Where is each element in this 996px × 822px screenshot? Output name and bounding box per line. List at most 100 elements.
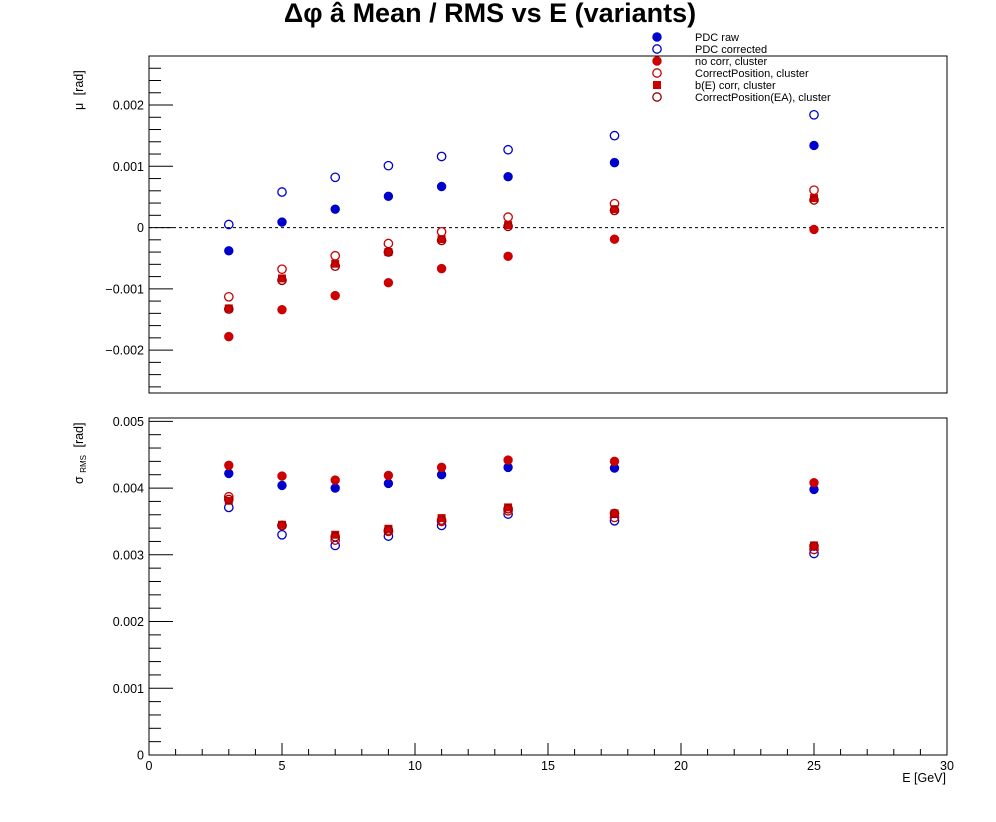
data-point (330, 475, 340, 485)
data-point (437, 235, 446, 244)
data-point (277, 264, 287, 275)
data-point (610, 205, 619, 214)
bottom-axis-ticks: 0 0.001 0.002 0.003 0.004 0.005 0 5 10 15 20 25 30 (113, 415, 954, 773)
bottom-y-axis-symbol: σ (72, 476, 86, 484)
data-point (503, 221, 513, 232)
bottom-y-tick-label: 0.004 (113, 482, 144, 496)
bottom-y-tick-label: 0.005 (113, 415, 144, 429)
svg-text:σ RMS [rad]: σ RMS [rad] (72, 423, 89, 484)
data-point (809, 195, 819, 205)
top-y-axis-symbol: μ (72, 103, 86, 110)
data-point (809, 478, 819, 488)
data-point (436, 151, 447, 162)
legend-label: PDC corrected (695, 44, 767, 56)
bottom-y-tick-label: 0.002 (113, 615, 144, 629)
data-point (436, 263, 447, 274)
legend-marker (653, 81, 661, 89)
data-point (383, 470, 394, 481)
data-point (330, 483, 340, 493)
legend-entry: CorrectPosition, cluster (652, 68, 809, 80)
data-point (384, 524, 393, 533)
data-point (609, 234, 620, 244)
bottom-y-axis-unit: [rad] (72, 423, 86, 448)
x-tick-label: 15 (541, 759, 555, 773)
data-point (277, 217, 287, 227)
top-y-ticks: −0.002 −0.001 0 0.001 0.002 (105, 55, 173, 388)
data-point (330, 172, 341, 183)
x-tick-label: 0 (146, 759, 153, 773)
data-point (224, 331, 234, 342)
bottom-panel: 0 0.001 0.002 0.003 0.004 0.005 0 5 10 15 20 25 30 σ… (72, 415, 954, 785)
data-point (384, 248, 393, 257)
legend-label: no corr, cluster (695, 56, 767, 68)
top-y-tick-label: −0.002 (105, 344, 144, 358)
series-1-markers (224, 140, 819, 256)
data-point (436, 515, 447, 525)
data-point (436, 462, 447, 473)
bottom-y-tick-label: 0.001 (113, 682, 144, 696)
data-point (330, 531, 341, 542)
data-point (331, 259, 340, 268)
legend-label: CorrectPosition(EA), cluster (695, 92, 831, 104)
chart-title: Δφ â Mean / RMS vs E (variants) (284, 0, 696, 28)
data-point (224, 246, 234, 256)
data-point (383, 525, 394, 535)
data-point (223, 219, 234, 230)
x-axis-label: E [GeV] (902, 771, 946, 785)
data-point (330, 261, 341, 272)
data-point (609, 205, 620, 216)
data-point (610, 509, 619, 518)
series-5-markers (224, 496, 818, 550)
data-point (383, 478, 394, 489)
series-4-markers (223, 185, 819, 302)
data-point (383, 160, 394, 171)
bottom-y-tick-label: 0.003 (113, 548, 144, 562)
top-y-tick-label: −0.001 (105, 282, 144, 296)
data-point (277, 275, 287, 286)
data-point (810, 194, 818, 203)
x-tick-label: 30 (940, 759, 954, 773)
data-point (609, 157, 620, 168)
data-point (809, 140, 819, 151)
data-point (331, 530, 340, 539)
data-point (809, 109, 819, 120)
top-y-axis-unit: [rad] (72, 70, 86, 95)
legend-marker (652, 44, 662, 54)
data-point (436, 181, 447, 192)
x-tick-label: 20 (674, 759, 688, 773)
legend-entry: no corr, cluster (652, 56, 767, 68)
data-point (609, 456, 620, 467)
series-1-markers (224, 462, 819, 495)
data-point (503, 503, 513, 514)
legend-marker (652, 92, 662, 102)
data-point (224, 460, 234, 471)
data-point (277, 480, 287, 491)
data-point (224, 496, 233, 505)
legend-marker (652, 56, 662, 66)
x-tick-label: 5 (279, 759, 286, 773)
data-point (504, 221, 513, 230)
data-point (277, 304, 287, 315)
top-y-tick-label: 0.002 (113, 99, 144, 113)
x-tick-label: 25 (807, 759, 821, 773)
series-3-markers (224, 224, 819, 342)
legend-label: PDC raw (695, 32, 739, 44)
legend-marker (652, 32, 662, 42)
data-point (503, 144, 513, 155)
data-point (437, 514, 446, 523)
data-point (278, 520, 286, 529)
data-point (223, 494, 234, 505)
data-point (504, 503, 513, 512)
data-point (383, 247, 394, 257)
data-point (224, 304, 233, 313)
legend-marker (652, 68, 662, 78)
legend-label: CorrectPosition, cluster (695, 68, 809, 80)
data-point (330, 290, 340, 301)
top-plot-frame (148, 55, 948, 394)
series-6-markers (223, 195, 819, 314)
legend-entry: PDC corrected (652, 44, 767, 56)
data-point (609, 130, 620, 141)
x-tick-label: 10 (408, 759, 422, 773)
